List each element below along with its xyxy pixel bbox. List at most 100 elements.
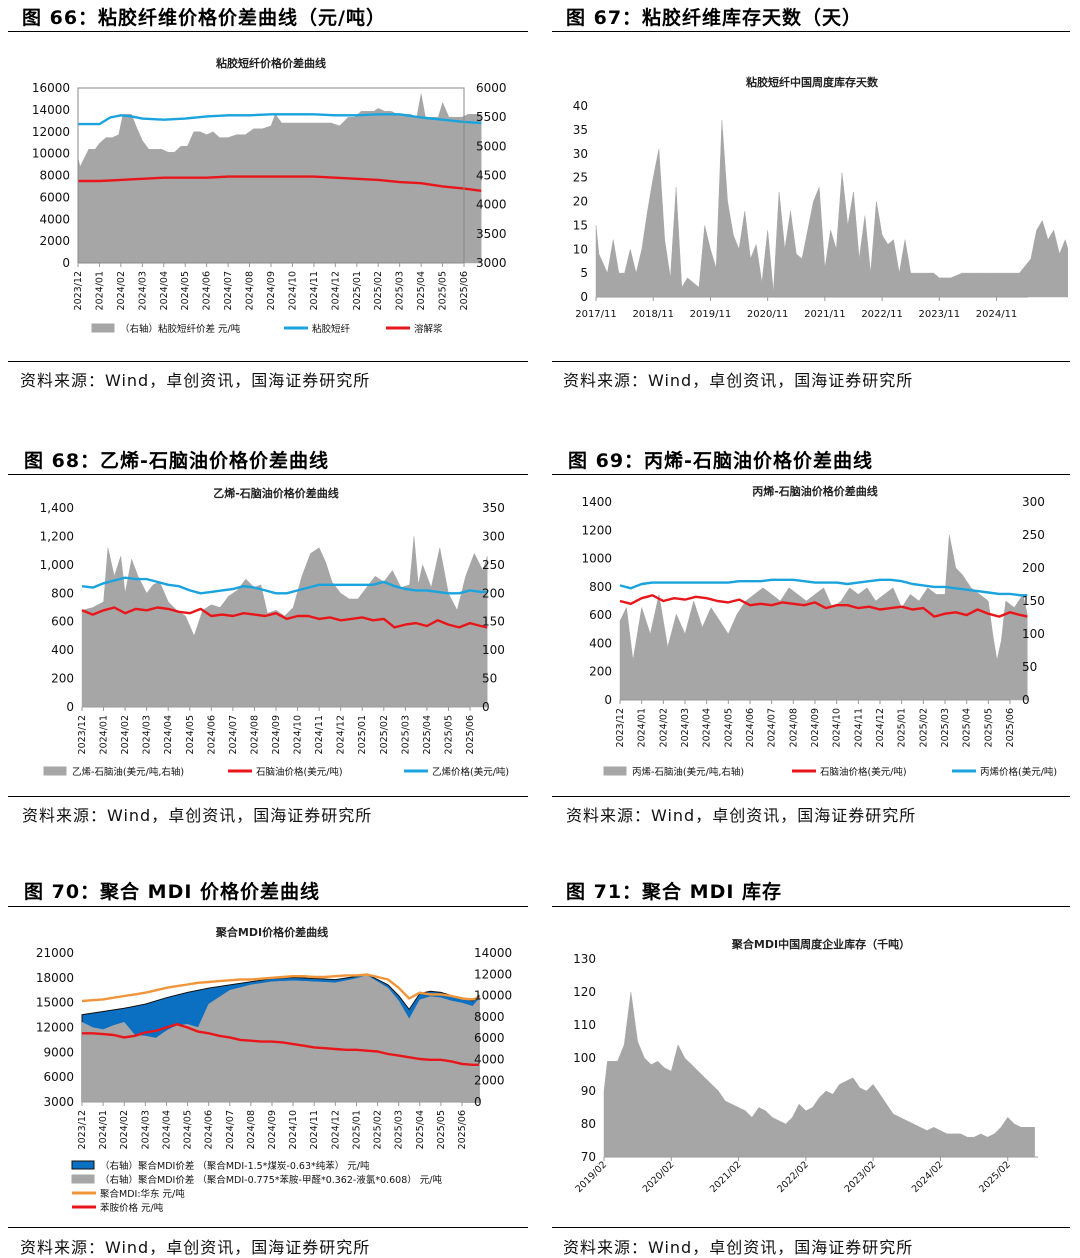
chart-viscose-inventory: 粘胶短纤中国周度库存天数 0 5 10 15 20 25 30 35 40 2017/11 2018/… [573, 75, 1068, 320]
figure-rule-bottom [552, 1227, 1070, 1228]
y-tick-label: 16000 [32, 81, 70, 95]
x-tick-label: 2024/05 [185, 715, 196, 754]
legend-label: 石脑油价格(美元/吨) [820, 766, 907, 778]
chart-title: 聚合MDI中国周度企业库存（千吨） [731, 937, 910, 951]
y-tick-label: 2000 [39, 234, 70, 248]
y2-tick-label: 300 [482, 529, 505, 543]
figure-rule-top [552, 474, 1070, 475]
x-tick-label: 2024/04 [159, 271, 170, 310]
x-tick-label: 2025/06 [457, 1110, 468, 1149]
y-tick-label: 1,200 [40, 529, 74, 543]
line-series-2 [78, 175, 482, 192]
y-tick-label: 1400 [581, 495, 612, 509]
y-tick-label: 10 [573, 242, 588, 256]
x-tick-label: 2023/12 [77, 1110, 88, 1149]
y2-tick-label: 250 [1022, 528, 1045, 542]
figure-rule-bottom [8, 796, 528, 797]
x-tick-label: 2025/06 [465, 715, 476, 754]
y2-tick-label: 150 [1022, 594, 1045, 608]
y-tick-label: 600 [51, 615, 74, 629]
y-tick-label: 400 [589, 636, 612, 650]
x-tick-label: 2024/01 [99, 715, 110, 754]
x-tick-label: 2025/01 [357, 715, 368, 754]
line-series-2 [619, 578, 1028, 597]
x-tick-label: 2022/02 [775, 1159, 811, 1195]
x-tick-label: 2024/05 [180, 271, 191, 310]
x-tick-label: 2025/01 [351, 1110, 362, 1149]
x-tick-label: 2018/11 [632, 309, 674, 320]
y-tick-label: 1000 [581, 552, 612, 566]
x-tick-label: 2024/07 [228, 715, 239, 754]
line-series-1 [619, 594, 1028, 618]
area-series-0 [81, 536, 488, 708]
y-tick-label: 100 [573, 1051, 596, 1065]
y-tick-label: 110 [573, 1018, 596, 1032]
y2-tick-label: 6000 [476, 81, 507, 95]
chart-mdi-inventory: 聚合MDI中国周度企业库存（千吨） 70 80 90 100 110 120 130 2019/… [573, 937, 1038, 1195]
x-tick-label: 2022/11 [861, 309, 903, 320]
x-tick-label: 2024/07 [767, 708, 778, 747]
legend-label: 丙烯-石脑油(美元/吨,右轴) [632, 766, 744, 778]
y2-tick-label: 200 [1022, 561, 1045, 575]
y-tick-label: 21000 [36, 946, 74, 960]
legend-label: 苯胺价格 元/吨 [100, 1202, 164, 1214]
y-tick-label: 200 [589, 665, 612, 679]
figure-rule-bottom [8, 1227, 528, 1228]
x-tick-label: 2024/06 [202, 271, 213, 310]
line-series-1 [78, 113, 482, 126]
x-tick-label: 2025/05 [436, 1110, 447, 1149]
x-tick-label: 2024/07 [225, 1110, 236, 1149]
x-tick-label: 2024/01 [98, 1110, 109, 1149]
y-tick-label: 15 [573, 218, 588, 232]
x-tick-label: 2024/04 [702, 708, 713, 747]
legend-label: 丙烯价格(美元/吨) [980, 766, 1057, 778]
x-tick-label: 2024/04 [161, 1110, 172, 1149]
y2-tick-label: 250 [482, 558, 505, 572]
x-tick-label: 2024/09 [810, 708, 821, 747]
x-tick-label: 2024/10 [287, 271, 298, 310]
legend-swatch [91, 323, 115, 333]
legend-swatch [603, 766, 627, 776]
y2-tick-label: 6000 [474, 1031, 505, 1045]
legend-label: 石脑油价格(美元/吨) [256, 766, 343, 778]
x-tick-label: 2024/04 [163, 715, 174, 754]
y-tick-label: 1,000 [40, 558, 74, 572]
line-series-1 [81, 606, 488, 629]
x-tick-label: 2024/03 [140, 1110, 151, 1149]
y2-tick-label: 4000 [476, 198, 507, 212]
line-series-2 [81, 576, 488, 595]
area-series-0 [603, 991, 1035, 1158]
y-tick-label: 800 [589, 580, 612, 594]
x-tick-label: 2024/11 [314, 715, 325, 754]
x-tick-label: 2024/02 [119, 1110, 130, 1149]
figure-rule-top [8, 31, 528, 32]
chart-mdi-spread: 聚合MDI价格价差曲线 3000 6000 9000 12000 15000 18000 21… [36, 925, 512, 1214]
legend-label: 聚合MDI:华东 元/吨 [100, 1188, 185, 1200]
legend-label: 乙烯-石脑油(美元/吨,右轴) [72, 766, 184, 778]
y2-tick-label: 0 [1022, 693, 1030, 707]
x-tick-label: 2025/03 [395, 271, 406, 310]
x-tick-label: 2024/03 [142, 715, 153, 754]
chart-title: 丙烯-石脑油价格价差曲线 [752, 484, 878, 498]
x-tick-label: 2024/10 [288, 1110, 299, 1149]
x-tick-label: 2025/01 [352, 271, 363, 310]
x-tick-label: 2025/04 [415, 1110, 426, 1149]
y2-tick-label: 14000 [474, 946, 512, 960]
figure-source: 资料来源：Wind，卓创资讯，国海证券研究所 [566, 806, 917, 825]
x-tick-label: 2024/08 [788, 708, 799, 747]
figure-heading: 图 71：聚合 MDI 库存 [566, 881, 783, 903]
chart-viscose-spread: 粘胶短纤价格价差曲线 0 2000 4000 6000 8000 10000 12000 140… [32, 56, 507, 335]
chart-title: 乙烯-石脑油价格价差曲线 [213, 486, 339, 500]
figure-rule-bottom [552, 796, 1070, 797]
y2-tick-label: 3000 [476, 256, 507, 270]
x-tick-label: 2024/06 [745, 708, 756, 747]
x-tick-label: 2019/02 [573, 1159, 609, 1195]
y-tick-label: 120 [573, 985, 596, 999]
y2-tick-label: 350 [482, 501, 505, 515]
y-tick-label: 800 [51, 586, 74, 600]
x-tick-label: 2017/11 [575, 309, 617, 320]
x-tick-label: 2025/04 [422, 715, 433, 754]
x-tick-label: 2024/11 [309, 271, 320, 310]
y2-tick-label: 8000 [474, 1010, 505, 1024]
x-tick-label: 2020/02 [641, 1159, 677, 1195]
